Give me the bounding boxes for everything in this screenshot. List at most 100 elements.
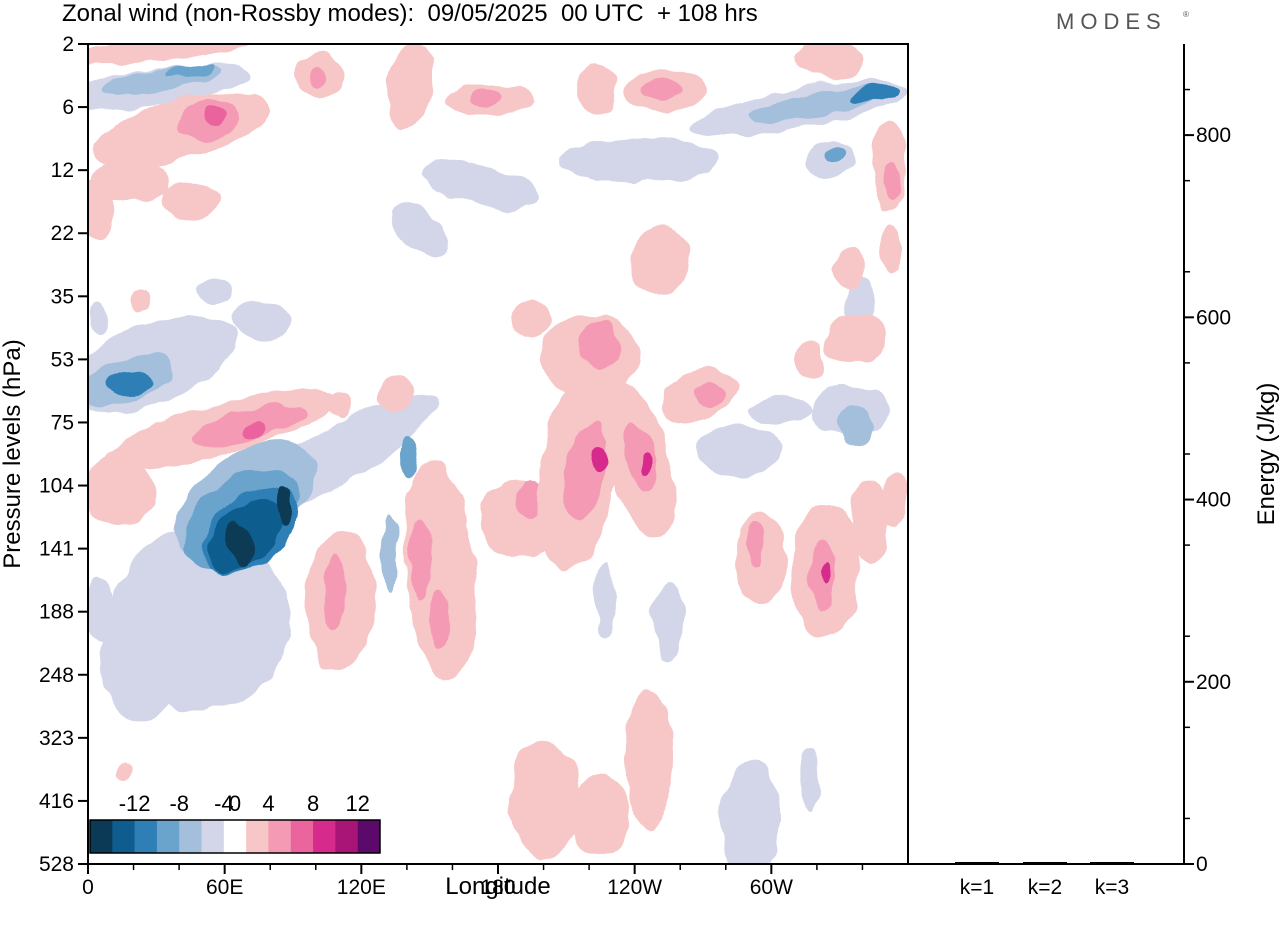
energy-bar — [955, 862, 999, 864]
colorbar-label: 8 — [307, 791, 319, 816]
y-tick-label: 323 — [39, 727, 74, 750]
wind-contour — [570, 775, 630, 855]
colorbar-swatch — [357, 820, 381, 853]
registered-mark: ® — [1183, 10, 1189, 19]
wind-contour — [836, 407, 876, 443]
wind-contour — [510, 740, 580, 860]
modes-logo: MODES — [1056, 9, 1167, 34]
energy-bar-label: k=3 — [1095, 876, 1129, 899]
wind-contour — [695, 383, 725, 407]
colorbar-swatch — [112, 820, 136, 853]
colorbar-swatch — [201, 820, 225, 853]
wind-contour — [880, 225, 900, 275]
wind-contour — [132, 288, 148, 312]
colorbar-swatch — [290, 820, 314, 853]
hovmoller-map — [88, 44, 908, 864]
y-tick-label: 188 — [39, 601, 74, 624]
colorbar-label: 0 — [229, 791, 241, 816]
wind-contour — [800, 750, 820, 810]
colorbar-frame — [89, 819, 381, 854]
y-tick-label: 6 — [62, 96, 74, 119]
energy-tick-label: 400 — [1196, 489, 1231, 512]
x-tick-label: 120W — [607, 876, 662, 899]
wind-contour — [108, 370, 152, 394]
y-tick-label: 2 — [62, 33, 74, 56]
energy-bar — [1090, 862, 1134, 864]
x-tick-label: 60E — [206, 876, 243, 899]
x-tick-label: 180 — [480, 876, 515, 899]
wind-contour — [88, 180, 113, 240]
colorbar-label: -12 — [119, 791, 151, 816]
colorbar-swatch — [134, 820, 158, 853]
wind-contour — [835, 250, 865, 290]
wind-contour — [325, 550, 345, 630]
colorbar-swatch — [246, 820, 269, 853]
colorbar-label: 12 — [345, 791, 369, 816]
wind-contour — [560, 138, 720, 182]
colorbar-swatch — [156, 820, 180, 853]
wind-contour — [750, 396, 810, 424]
wind-contour — [563, 420, 607, 520]
wind-contour — [243, 422, 267, 438]
wind-contour — [580, 320, 620, 370]
colorbar-swatch — [223, 820, 247, 853]
wind-contour — [825, 315, 885, 365]
energy-axis: 0 200 400 600 800 — [1184, 88, 1231, 876]
energy-bar — [1023, 862, 1067, 864]
wind-contour — [377, 377, 413, 413]
y-tick-label: 416 — [39, 790, 74, 813]
colorbar-label: -4 — [214, 791, 234, 816]
wind-contour — [747, 525, 763, 565]
chart-title: Zonal wind (non-Rossby modes): 09/05/202… — [62, 0, 758, 27]
energy-tick-label: 0 — [1196, 853, 1208, 876]
wind-contour — [203, 105, 227, 125]
wind-contour — [653, 580, 683, 660]
wind-contour — [88, 455, 155, 525]
wind-contour — [390, 203, 450, 257]
energy-bars: k=1 k=2 k=3 — [955, 862, 1134, 899]
y-tick-label: 528 — [39, 853, 74, 876]
wind-contour — [197, 278, 233, 302]
wind-contour — [883, 470, 907, 530]
wind-contour — [595, 560, 615, 640]
wind-contour — [88, 44, 250, 63]
wind-contour — [720, 760, 780, 864]
colorbar-swatch — [90, 820, 113, 853]
y-tick-label: 75 — [51, 411, 74, 434]
wind-contour — [88, 580, 115, 640]
wind-contour — [592, 446, 608, 474]
y-tick-label: 104 — [39, 475, 74, 498]
energy-tick-label: 200 — [1196, 671, 1231, 694]
wind-contour — [408, 520, 432, 600]
wind-contour — [630, 225, 690, 295]
colorbar-swatch — [335, 820, 359, 853]
wind-contour — [640, 453, 652, 477]
wind-contour — [165, 65, 215, 79]
colorbar-swatch — [313, 820, 336, 853]
x-tick-label: 0 — [82, 876, 94, 899]
wind-contour — [825, 147, 845, 163]
y-tick-label: 35 — [51, 285, 74, 308]
energy-bar-label: k=1 — [960, 876, 994, 899]
wind-contour — [403, 460, 477, 680]
wind-contour — [400, 435, 420, 475]
wind-contour — [160, 180, 220, 220]
wind-contour — [100, 600, 180, 720]
wind-contour — [695, 425, 785, 475]
y-tick-label: 141 — [39, 538, 74, 561]
colorbar: -12 -8 -40 4 8 12 — [89, 791, 381, 854]
energy-tick-label: 600 — [1196, 306, 1231, 329]
energy-panel — [908, 44, 1185, 865]
wind-contour — [333, 398, 353, 418]
wind-contour — [275, 485, 293, 525]
wind-contour — [625, 690, 675, 830]
wind-contour — [470, 90, 500, 106]
wind-contour — [90, 158, 170, 202]
wind-contour — [795, 340, 825, 380]
wind-contour — [430, 590, 450, 650]
wind-contour — [308, 68, 328, 88]
wind-contour — [230, 300, 290, 340]
x-tick-label: 120E — [337, 876, 386, 899]
colorbar-swatch — [179, 820, 203, 853]
